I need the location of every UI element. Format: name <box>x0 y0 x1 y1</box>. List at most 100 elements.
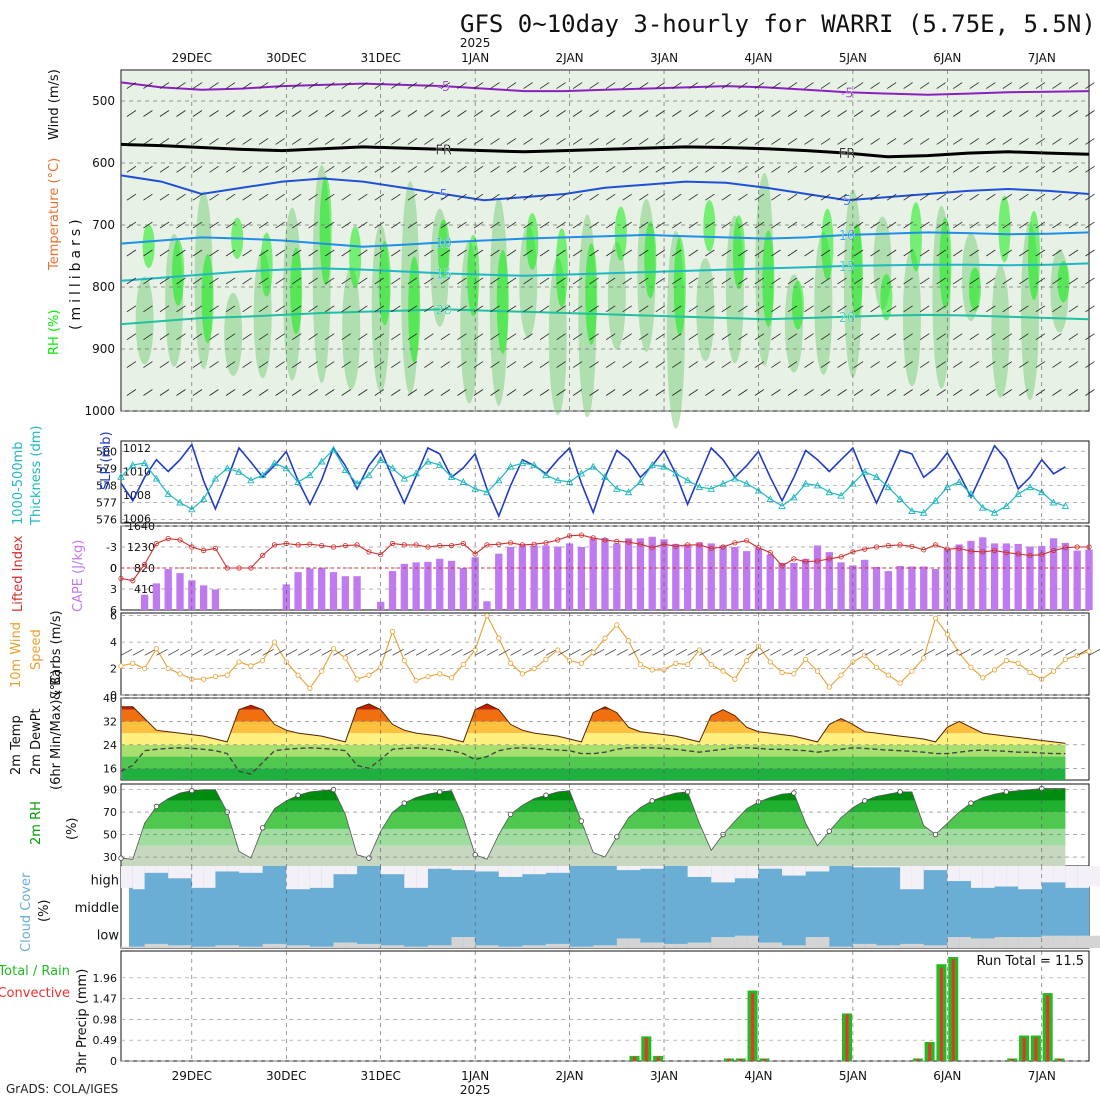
cloud-low-bar <box>357 943 369 948</box>
rh-point <box>649 798 655 804</box>
cloud-high-clear <box>191 866 204 888</box>
li-point <box>696 542 703 548</box>
wind-barb <box>126 221 137 229</box>
li-point <box>460 540 466 547</box>
rh-shade-high <box>1057 260 1070 303</box>
wind-barb <box>143 361 153 368</box>
wind-barb <box>407 165 418 173</box>
wind-barb <box>1002 110 1013 117</box>
cloud-low-bar <box>817 937 830 948</box>
wind-barb <box>1002 277 1013 285</box>
cloud-low-bar <box>298 945 310 948</box>
rh-shade-high <box>142 224 155 269</box>
wind-barb <box>225 361 236 368</box>
wind-barb <box>870 110 880 117</box>
wind-barb <box>539 82 550 89</box>
cloud-high-clear <box>404 866 417 888</box>
cloud-high-clear <box>144 866 157 873</box>
rh-shade-high <box>467 234 480 317</box>
wind-barb <box>325 389 335 396</box>
wind-barb <box>539 249 550 257</box>
wind-barb <box>605 389 616 396</box>
y-tick-label: 40 <box>103 692 117 705</box>
cloud-low-bar <box>534 945 546 948</box>
wind-barb <box>374 110 385 117</box>
wind-barb <box>275 193 285 201</box>
wind-barb <box>523 165 533 173</box>
cloud-low-bar <box>545 943 558 948</box>
wind-barb <box>919 305 930 313</box>
thickness-point <box>908 507 916 514</box>
y-tick-label-left: 3 <box>110 583 117 596</box>
wind-barb <box>903 249 913 257</box>
li-point <box>484 542 490 548</box>
wind-barb <box>539 193 550 201</box>
cape-bar <box>624 538 633 610</box>
wind-barb <box>804 165 814 173</box>
cloud-high-clear <box>239 866 251 873</box>
cloud-high-clear <box>793 866 806 876</box>
wind-barb <box>325 110 335 117</box>
wind-barb <box>490 333 500 341</box>
cape-bar <box>683 544 692 610</box>
wind-barb <box>407 361 418 368</box>
wind-barb <box>919 193 930 201</box>
wind-barb <box>1085 361 1095 368</box>
rh-line <box>120 788 1066 860</box>
credit-label: GrADS: COLA/IGES <box>6 1082 119 1096</box>
wind-barb-10m <box>829 649 841 656</box>
cloud-low-bar <box>805 937 818 948</box>
wind-speed-point <box>484 613 490 619</box>
wind-barb <box>1085 193 1095 201</box>
wind-barb <box>242 361 252 368</box>
wind-speed-point <box>1003 658 1009 664</box>
x-tick-label-bottom: 2JAN <box>556 1069 584 1083</box>
li-point <box>637 541 644 547</box>
wind-barb-10m <box>309 649 322 656</box>
cloud-low-bar <box>321 946 334 948</box>
cloud-low-bar <box>451 937 464 948</box>
wind-barb <box>655 165 665 173</box>
wind-barb <box>126 333 137 341</box>
wind-barb <box>986 361 996 368</box>
wind-barb <box>919 333 930 341</box>
wind-barb <box>341 193 351 201</box>
wind-barb <box>473 165 484 173</box>
wind-barb <box>143 138 153 145</box>
wind-barb <box>258 249 269 257</box>
wind-barb-10m <box>486 649 499 656</box>
x-tick-label-bottom: 29DEC <box>172 1069 212 1083</box>
temp-band <box>122 721 1066 734</box>
wind-barb <box>903 333 913 341</box>
wind-barb-10m <box>238 649 251 656</box>
wind-barb <box>837 221 847 229</box>
cape-bar <box>176 573 184 610</box>
wind-barb <box>1035 305 1046 313</box>
wind-barb <box>870 277 880 285</box>
cape-bar <box>636 538 645 610</box>
wind-barb <box>358 110 368 117</box>
temp-band <box>122 744 1066 757</box>
wind-speed-line <box>120 614 1090 690</box>
precip-conv-bar <box>762 1058 766 1061</box>
wind-barb <box>1052 138 1062 145</box>
wind-barb <box>1002 193 1013 201</box>
wind-barb-10m <box>203 649 215 656</box>
rh-shade-high <box>850 223 863 318</box>
li-point <box>531 541 537 547</box>
rh-shade-high <box>378 241 391 326</box>
cloud-high-clear <box>439 866 452 869</box>
wind-barb-10m <box>274 649 286 656</box>
wind-barb <box>275 389 285 396</box>
rh-shade <box>902 248 921 387</box>
wind-barb <box>655 389 665 396</box>
thickness-point <box>1026 483 1034 491</box>
li-point <box>708 545 714 552</box>
cloud-low-bar <box>699 942 712 948</box>
wind-barb-10m <box>770 649 782 656</box>
li-point <box>307 541 313 547</box>
wind-barb <box>903 305 913 313</box>
cloud-low-bar <box>935 945 948 948</box>
wind-speed-point <box>401 658 407 664</box>
wind-barb <box>523 249 533 257</box>
